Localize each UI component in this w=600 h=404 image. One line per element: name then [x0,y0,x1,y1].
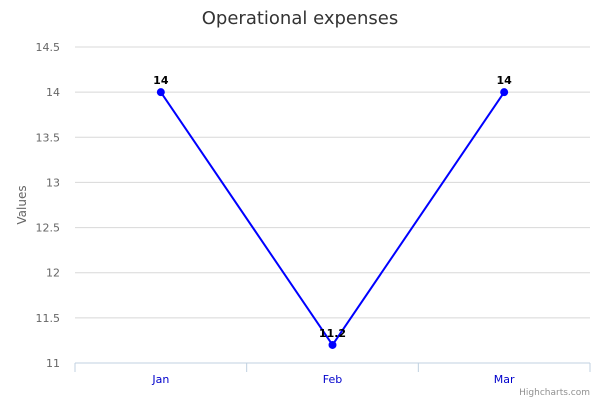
data-label: 14 [153,74,169,87]
credits-link[interactable]: Highcharts.com [519,388,590,398]
data-point-marker [500,88,509,97]
y-tick-label: 11 [46,357,60,370]
data-point-marker [156,88,165,97]
series-line-group [156,88,509,349]
x-tick-label: Mar [494,373,515,386]
x-tick-label: Jan [151,373,169,386]
y-tick-label: 14.5 [36,41,61,54]
data-label: 14 [497,74,513,87]
y-axis-title: Values [15,185,29,224]
y-tick-label: 12.5 [36,222,61,235]
grid-lines [75,46,590,319]
chart-title: Operational expenses [202,8,398,29]
y-tick-label: 13.5 [36,131,61,144]
data-labels: 14 11.2 14 [153,74,512,340]
y-axis-ticks: 11 11.5 12 12.5 13 13.5 14 14.5 [36,41,61,370]
series-line [160,91,505,346]
y-tick-label: 13 [46,176,60,189]
y-tick-label: 12 [46,267,60,280]
x-axis: Jan Feb Mar [74,362,591,386]
data-point-marker [328,340,337,349]
data-label: 11.2 [319,327,346,340]
x-tick-label: Feb [323,373,342,386]
y-tick-label: 11.5 [36,312,61,325]
y-tick-label: 14 [46,86,60,99]
